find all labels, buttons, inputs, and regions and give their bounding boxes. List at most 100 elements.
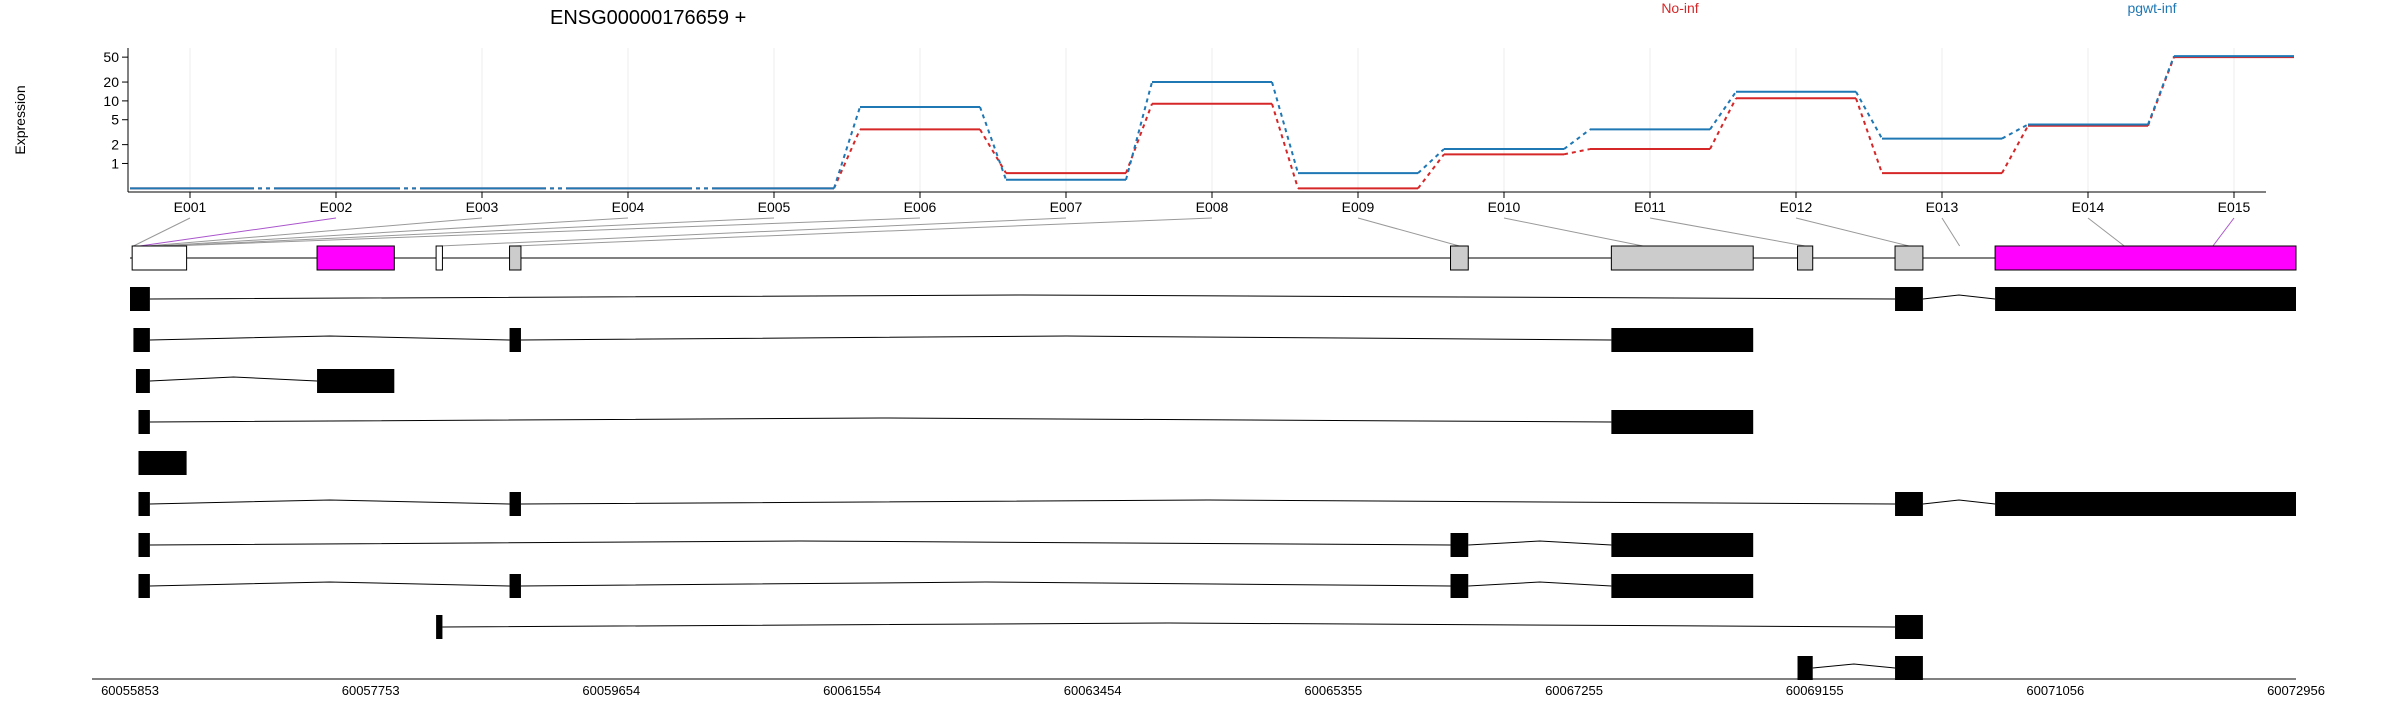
transcript-exon — [1611, 410, 1754, 434]
transcript-exon — [1797, 656, 1813, 680]
transcript-exon — [317, 369, 395, 393]
x-tick-label: E012 — [1780, 199, 1813, 215]
transcript-exon — [509, 492, 521, 516]
transcript-exon — [1450, 533, 1469, 557]
series-connector-no-inf — [2001, 125, 2029, 174]
transcript-exon — [135, 369, 150, 393]
x-tick-label: E006 — [904, 199, 937, 215]
transcript-exon — [1611, 328, 1754, 352]
y-axis-label: Expression — [12, 85, 28, 154]
y-tick-label: 10 — [103, 93, 119, 109]
exon-connector — [1357, 217, 1460, 247]
transcript-exon — [130, 287, 150, 311]
x-tick-label: E011 — [1634, 199, 1666, 215]
transcript-exon — [138, 451, 187, 475]
x-tick-label: E002 — [320, 199, 353, 215]
transcript-exon — [1611, 574, 1754, 598]
transcript-intron — [520, 581, 1451, 587]
transcript-exon — [509, 574, 521, 598]
y-tick-label: 50 — [103, 49, 119, 65]
legend-label-no-inf: No-inf — [1661, 0, 1698, 16]
x-tick-label: E007 — [1050, 199, 1083, 215]
transcript-intron — [149, 294, 1896, 300]
series-connector-pgwt-inf — [1271, 81, 1299, 174]
gene-model-exon-e002 — [316, 245, 395, 271]
genome-tick-label: 60069155 — [1786, 683, 1844, 698]
genome-tick-label: 60072956 — [2267, 683, 2325, 698]
x-tick-label: E008 — [1196, 199, 1229, 215]
exon-connector — [1795, 217, 1910, 247]
exon-connector — [2087, 217, 2125, 247]
x-tick-label: E004 — [612, 199, 645, 215]
transcript-exon — [1995, 492, 2296, 516]
exon-connector — [1941, 217, 1961, 247]
gene-model-exon-e004 — [509, 245, 522, 271]
genome-tick-label: 60065355 — [1304, 683, 1362, 698]
series-connector-pgwt-inf — [2147, 55, 2175, 125]
transcript-exon — [133, 328, 150, 352]
gene-model-exon-e011 — [1610, 245, 1754, 271]
y-tick-label: 2 — [111, 137, 119, 153]
gene-model-exon-e013 — [1894, 245, 1924, 271]
transcript-layer — [130, 287, 2296, 680]
legend-label-pgwt-inf: pgwt-inf — [2127, 0, 2176, 16]
transcript-exon — [138, 533, 150, 557]
exon-connector — [1649, 217, 1806, 247]
series-connector-pgwt-inf — [833, 106, 861, 189]
transcript-intron — [149, 417, 1612, 423]
transcript-intron — [1468, 581, 1612, 587]
series-connector-pgwt-inf — [1563, 128, 1591, 150]
x-tick-label: E003 — [466, 199, 499, 215]
transcript-exon — [138, 574, 150, 598]
chart-title: ENSG00000176659 + — [550, 7, 746, 29]
transcript-intron — [520, 499, 1896, 505]
exon-connector — [139, 217, 337, 247]
exon-connector — [514, 217, 1213, 247]
transcript-intron — [1922, 499, 1996, 505]
axis-layer: 1 2 5 10 20 50 E001 E002 E003 E004 E005 E006 E007 E00… — [103, 48, 2266, 215]
transcript-intron — [149, 335, 510, 341]
transcript-exon — [436, 615, 443, 639]
exon-connector — [1503, 217, 1644, 247]
series-connector-no-inf — [1563, 148, 1591, 156]
transcript-exon — [138, 492, 150, 516]
genome-tick-label: 60059654 — [582, 683, 640, 698]
genome-tick-label: 60061554 — [823, 683, 881, 698]
y-tick-label: 20 — [103, 74, 119, 90]
y-tick-label: 5 — [111, 112, 119, 128]
transcript-intron — [149, 499, 510, 505]
transcript-exon — [509, 328, 521, 352]
transcript-intron — [149, 581, 510, 587]
gene-model-exon-e010 — [1450, 245, 1469, 271]
gene-model-layer — [130, 245, 2297, 271]
exon-connector — [133, 217, 191, 247]
series-connector-no-inf — [979, 128, 1007, 174]
gene-model-exon-e001 — [131, 245, 188, 271]
series-connector-pgwt-inf — [1709, 91, 1737, 130]
transcript-exon — [138, 410, 150, 434]
transcript-intron — [1468, 540, 1612, 546]
genome-tick-label: 60055853 — [101, 683, 159, 698]
exon-connector — [2212, 217, 2235, 247]
exon-connector — [163, 217, 775, 247]
transcript-intron — [149, 376, 318, 382]
transcript-exon — [1895, 492, 1923, 516]
transcript-exon — [1450, 574, 1469, 598]
genome-tick-label: 60057753 — [342, 683, 400, 698]
series-connector-no-inf — [1271, 103, 1299, 189]
x-tick-label: E005 — [758, 199, 791, 215]
connector-layer — [133, 217, 2235, 247]
gene-model-exon-e015 — [1994, 245, 2297, 271]
transcript-intron — [1812, 663, 1896, 669]
series-connector-no-inf — [1855, 97, 1883, 174]
x-tick-label: E009 — [1342, 199, 1375, 215]
exon-connector — [147, 217, 483, 247]
transcript-exon — [1895, 656, 1923, 680]
series-connector-pgwt-inf — [1417, 148, 1445, 174]
exon-connector — [156, 217, 629, 247]
transcript-intron — [1922, 294, 1996, 300]
exon-connector — [171, 217, 921, 247]
series-connector-no-inf — [1417, 153, 1445, 189]
